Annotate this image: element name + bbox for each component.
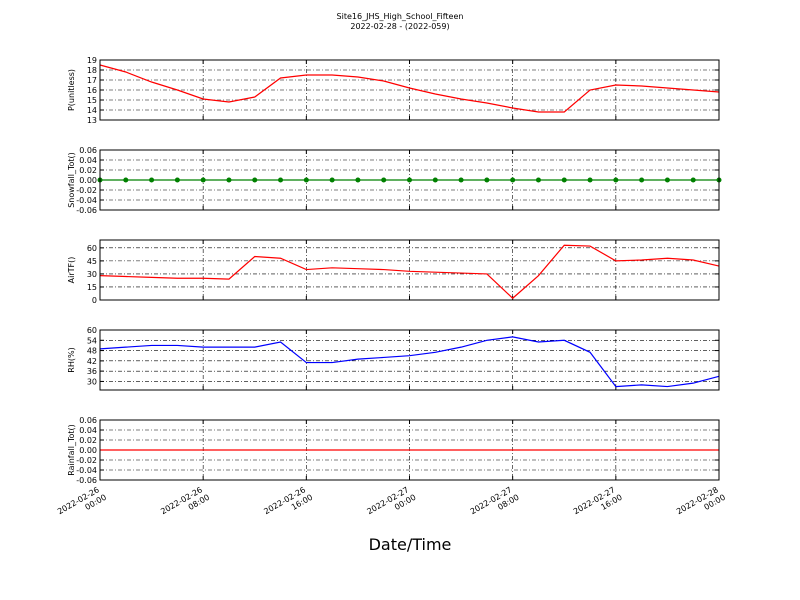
y-tick-label: -0.06	[76, 476, 97, 485]
y-tick-label: 0.00	[79, 446, 97, 455]
y-tick-label: 16	[87, 86, 97, 95]
y-tick-label: 0.02	[79, 436, 97, 445]
y-axis-label: Rainfall_Tot()	[67, 424, 76, 476]
y-axis-label: P(unitless)	[67, 69, 76, 111]
point	[432, 177, 438, 183]
point	[535, 177, 541, 183]
y-tick-label: 54	[87, 336, 97, 345]
point	[381, 177, 387, 183]
x-axis-label: Date/Time	[369, 535, 452, 554]
y-tick-label: 60	[87, 326, 97, 335]
point	[355, 177, 361, 183]
point	[510, 177, 516, 183]
y-tick-label: 0.00	[79, 176, 97, 185]
point	[123, 177, 129, 183]
y-tick-label: 15	[87, 283, 97, 292]
y-tick-label: -0.06	[76, 206, 97, 215]
y-tick-label: 30	[87, 270, 97, 279]
y-axis-label: Snowfall_Tot()	[67, 152, 76, 208]
plot-frame	[99, 239, 720, 301]
y-tick-label: 60	[87, 244, 97, 253]
plot-frame	[99, 419, 720, 481]
y-tick-label: 13	[87, 116, 97, 125]
point	[639, 177, 645, 183]
point	[690, 177, 696, 183]
y-tick-label: 15	[87, 96, 97, 105]
chart-title: Site16_JHS_High_School_Fifteen	[337, 12, 464, 21]
point	[278, 177, 284, 183]
point	[303, 177, 309, 183]
point	[587, 177, 593, 183]
y-tick-label: 30	[87, 377, 97, 386]
point	[484, 177, 490, 183]
y-tick-label: 0.06	[79, 146, 97, 155]
y-axis-label: RH(%)	[67, 347, 76, 372]
chart-subtitle: 2022-02-28 - (2022-059)	[350, 22, 449, 31]
point	[252, 177, 258, 183]
point	[613, 177, 619, 183]
y-tick-label: 0.06	[79, 416, 97, 425]
y-tick-label: 0.02	[79, 166, 97, 175]
point	[329, 177, 335, 183]
y-tick-label: 0.04	[79, 156, 97, 165]
y-tick-label: -0.02	[76, 456, 97, 465]
y-tick-label: -0.04	[76, 196, 97, 205]
y-axis-label: AirTF()	[67, 257, 76, 284]
point	[458, 177, 464, 183]
y-tick-label: 48	[87, 347, 97, 356]
y-tick-label: 0	[92, 296, 97, 305]
y-tick-label: -0.02	[76, 186, 97, 195]
point	[149, 177, 155, 183]
y-tick-label: 19	[87, 56, 97, 65]
plot-frame	[99, 329, 720, 391]
y-tick-label: 14	[87, 106, 97, 115]
line	[99, 244, 720, 300]
y-tick-label: 0.04	[79, 426, 97, 435]
plot-frame	[99, 59, 720, 121]
point	[561, 177, 567, 183]
y-tick-label: 42	[87, 357, 97, 366]
point	[407, 177, 412, 183]
y-tick-label: 18	[87, 66, 97, 75]
point	[200, 177, 206, 183]
y-tick-label: 17	[87, 76, 97, 85]
y-tick-label: 36	[87, 367, 97, 376]
y-tick-label: 45	[87, 257, 97, 266]
line	[99, 336, 720, 388]
point	[664, 177, 670, 183]
line	[99, 64, 720, 113]
point	[226, 177, 232, 183]
y-tick-label: -0.04	[76, 466, 97, 475]
plot-frame	[99, 149, 720, 211]
point	[174, 177, 180, 183]
